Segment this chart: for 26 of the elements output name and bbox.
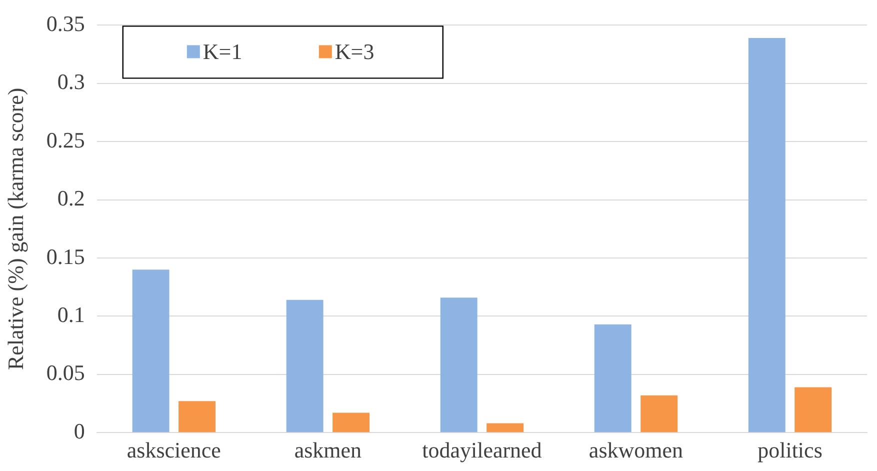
bar	[486, 423, 524, 432]
y-tick-label: 0.1	[57, 302, 85, 327]
x-tick-label: askscience	[126, 438, 221, 463]
bar	[594, 324, 632, 432]
x-tick-label: politics	[758, 438, 822, 463]
bar	[640, 395, 678, 432]
bar	[178, 401, 216, 432]
y-tick-label: 0.2	[57, 186, 85, 211]
y-tick-label: 0.25	[46, 127, 85, 152]
bar	[440, 298, 478, 432]
y-tick-label: 0.35	[46, 10, 85, 36]
x-tick-label: todayilearned	[422, 438, 542, 463]
y-tick-label: 0.3	[57, 69, 85, 94]
bar	[794, 387, 832, 432]
y-tick-label: 0.05	[46, 360, 85, 386]
x-tick-label: askmen	[294, 438, 362, 463]
bar	[132, 270, 170, 432]
y-axis-title: Relative (%) gain (karma score)	[2, 88, 28, 370]
x-tick-label: askwomen	[588, 438, 684, 463]
bar	[286, 300, 324, 432]
legend-label: K=3	[334, 38, 374, 64]
y-tick-label: 0.15	[46, 244, 85, 269]
legend-label: K=1	[202, 38, 242, 64]
bar	[748, 38, 786, 432]
bar	[332, 412, 370, 432]
y-tick-label: 0	[74, 418, 85, 444]
